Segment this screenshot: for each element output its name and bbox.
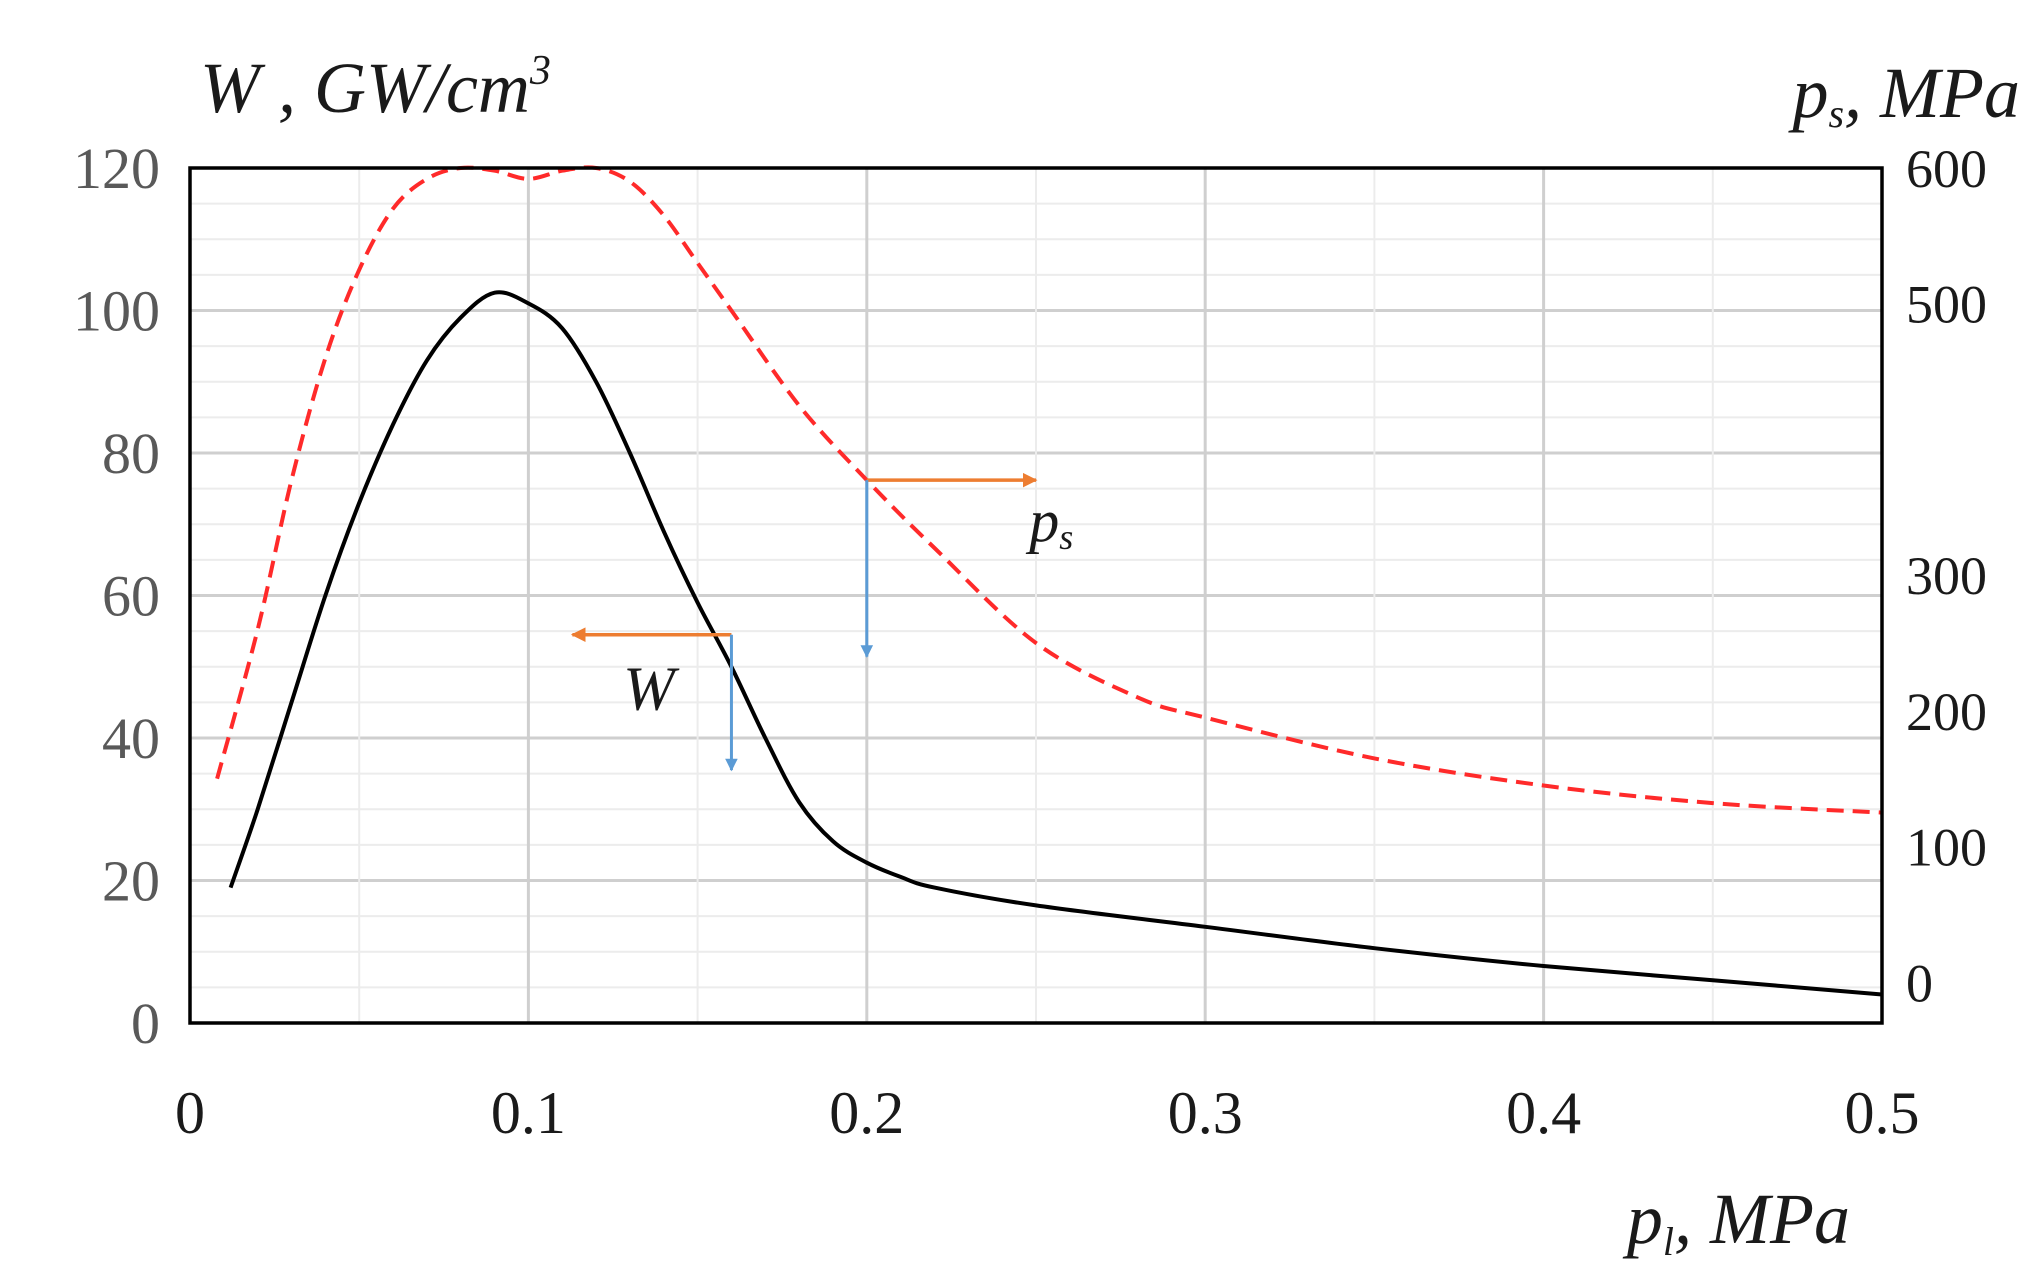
- y-left-tick-label: 120: [73, 136, 160, 201]
- y-right-tick-label: 500: [1906, 275, 1987, 335]
- y-left-tick-label: 100: [73, 279, 160, 344]
- y-axis-right-title: ps, MPa: [1787, 53, 2020, 136]
- y-left-tick-label: 80: [102, 421, 160, 486]
- grid: [190, 168, 1882, 1023]
- y-right-tick-label: 200: [1906, 682, 1987, 742]
- series-line-ps: [215, 165, 1883, 815]
- w-curve-label: W: [623, 656, 680, 724]
- y-right-tick-label: 600: [1906, 139, 1987, 199]
- series-layer: [215, 165, 1883, 997]
- y-left-tick-label: 40: [102, 706, 160, 771]
- y-left-tick-label: 0: [131, 991, 160, 1056]
- y-left-tick-label: 20: [102, 849, 160, 914]
- x-tick-label: 0: [175, 1080, 205, 1146]
- x-tick-label: 0.4: [1506, 1080, 1581, 1146]
- tick-labels: 0 20 40 60 80 100 120 0 100 200 300 500 600 0 0.1 0.2 0.…: [73, 136, 1987, 1146]
- y-left-tick-label: 60: [102, 564, 160, 629]
- x-tick-label: 0.2: [829, 1080, 904, 1146]
- x-tick-label: 0.3: [1168, 1080, 1243, 1146]
- axis-titles: W , GW/cm3 ps, MPa pl, MPa: [200, 48, 2020, 1264]
- plot-frame: [188, 166, 1884, 1025]
- y-right-tick-label: 300: [1906, 546, 1987, 606]
- x-tick-label: 0.5: [1845, 1080, 1920, 1146]
- x-axis-title: pl, MPa: [1622, 1179, 1850, 1264]
- ps-curve-label: ps: [1025, 488, 1073, 557]
- y-axis-left-title: W , GW/cm3: [200, 48, 551, 128]
- series-line-w: [228, 290, 1883, 997]
- y-right-tick-label: 100: [1906, 818, 1987, 878]
- annotations: ps W: [570, 472, 1073, 772]
- y-right-tick-label: 0: [1906, 953, 1933, 1013]
- x-tick-label: 0.1: [491, 1080, 566, 1146]
